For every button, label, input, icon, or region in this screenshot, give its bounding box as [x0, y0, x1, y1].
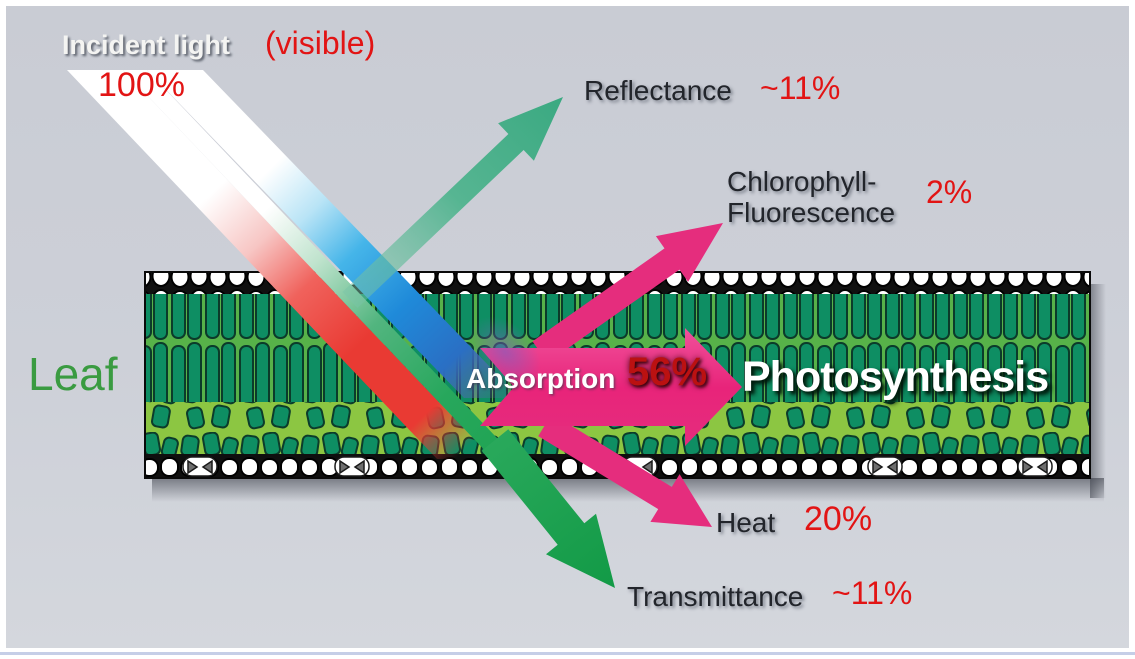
- leaf-shadow-right: [1090, 284, 1106, 498]
- reflectance-value: ~11%: [760, 70, 841, 106]
- transmittance-arrow: [481, 429, 615, 588]
- fluorescence-label-line1: Chlorophyll-: [727, 166, 877, 197]
- beam-red-band: [67, 70, 493, 459]
- transmittance-label: Transmittance: [627, 581, 804, 612]
- incident-light-label: Incident light: [62, 30, 230, 60]
- heat-label: Heat: [716, 507, 776, 538]
- beam-absorption-blend: [469, 316, 541, 388]
- beam-blue-band: [147, 70, 520, 398]
- reflectance-arrow: [342, 97, 563, 308]
- photosynthesis-label: Photosynthesis: [742, 353, 1049, 401]
- fluorescence-value: 2%: [926, 174, 973, 210]
- heat-value: 20%: [804, 500, 873, 538]
- leaf-label: Leaf: [28, 348, 118, 400]
- transmittance-value: ~11%: [832, 575, 913, 611]
- visible-qualifier-label: (visible): [265, 25, 376, 61]
- incident-value: 100%: [98, 66, 185, 104]
- reflectance-label: Reflectance: [584, 75, 732, 106]
- fluorescence-arrow: [532, 223, 723, 363]
- fluorescence-label-line2: Fluorescence: [727, 197, 896, 228]
- bottom-border-line: [0, 652, 1135, 655]
- beam-green-band: [123, 70, 535, 478]
- absorption-arrow: [480, 328, 742, 446]
- incident-light-beam: [67, 70, 535, 478]
- absorption-label: Absorption: [466, 363, 616, 394]
- heat-arrow: [538, 413, 712, 527]
- absorption-value: 56%: [627, 350, 708, 394]
